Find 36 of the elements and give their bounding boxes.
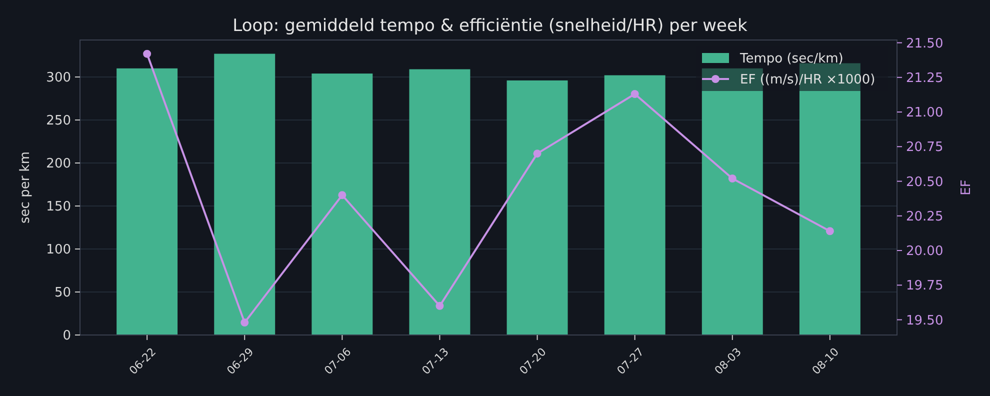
bar	[409, 69, 470, 335]
point	[728, 174, 736, 182]
point	[338, 191, 346, 200]
bar	[604, 75, 666, 335]
y2-axis-title: EF	[959, 180, 974, 196]
y2-tick-label: 20.75	[906, 140, 944, 156]
point	[826, 227, 834, 236]
y2-tick-label: 21.00	[906, 106, 944, 121]
point	[240, 318, 249, 327]
y-tick-label: 150	[46, 200, 71, 215]
point	[533, 150, 542, 158]
y2-tick-label: 20.50	[906, 174, 944, 190]
point	[143, 50, 152, 58]
y-tick-label: 300	[46, 70, 71, 86]
bar	[214, 54, 276, 335]
y2-tick-label: 20.25	[906, 209, 944, 224]
legend-label: Tempo (sec/km)	[739, 52, 844, 67]
y-tick-label: 100	[46, 242, 71, 258]
y2-tick-label: 21.50	[906, 36, 944, 52]
bar	[702, 68, 763, 335]
y2-tick-label: 19.75	[906, 278, 944, 294]
bar	[312, 74, 373, 335]
y-axis-title: sec per km	[18, 152, 33, 224]
y-tick-label: 50	[54, 286, 71, 301]
y-tick-label: 0	[62, 328, 71, 344]
y2-tick-label: 19.50	[906, 313, 944, 328]
y-tick-label: 200	[46, 156, 71, 172]
chart-title: Loop: gemiddeld tempo & efficiëntie (snelheid/HR) per week	[232, 16, 748, 36]
point	[436, 302, 444, 310]
y2-tick-label: 21.25	[906, 70, 944, 86]
bar	[506, 80, 568, 335]
point	[630, 90, 639, 98]
y-tick-label: 250	[46, 114, 71, 129]
bar	[116, 68, 178, 335]
legend-label: EF ((m/s)/HR ×1000)	[740, 72, 876, 88]
y2-tick-label: 20.00	[906, 244, 944, 260]
